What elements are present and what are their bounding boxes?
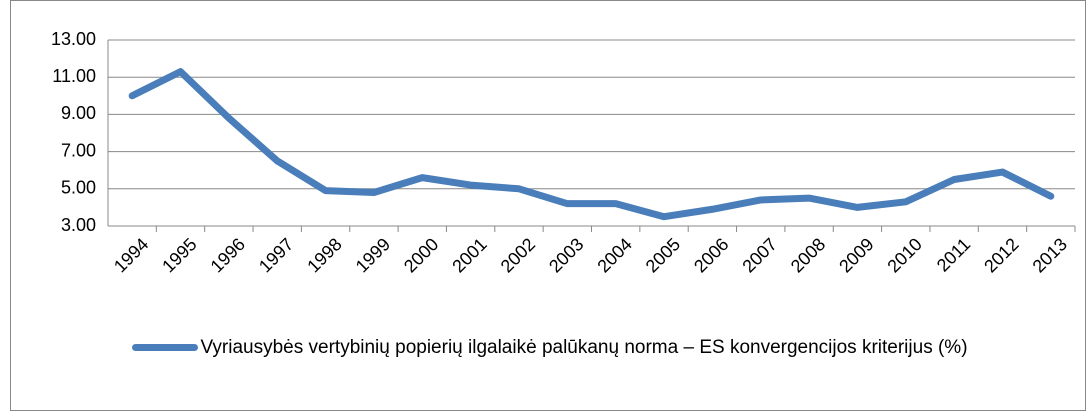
data-line — [128, 68, 1055, 221]
legend-label: Vyriausybės vertybinių popierių ilgalaik… — [200, 337, 968, 358]
legend: Vyriausybės vertybinių popierių ilgalaik… — [100, 332, 1000, 364]
y-tick-label: 11.00 — [52, 66, 96, 86]
y-tick-label: 13.00 — [51, 29, 96, 49]
y-tick-label: 9.00 — [61, 103, 96, 123]
legend-swatch — [132, 344, 199, 352]
y-tick-label: 7.00 — [61, 140, 96, 160]
y-tick-label: 3.00 — [61, 215, 96, 235]
y-tick-label: 5.00 — [61, 178, 96, 198]
chart-frame — [10, 0, 1086, 411]
